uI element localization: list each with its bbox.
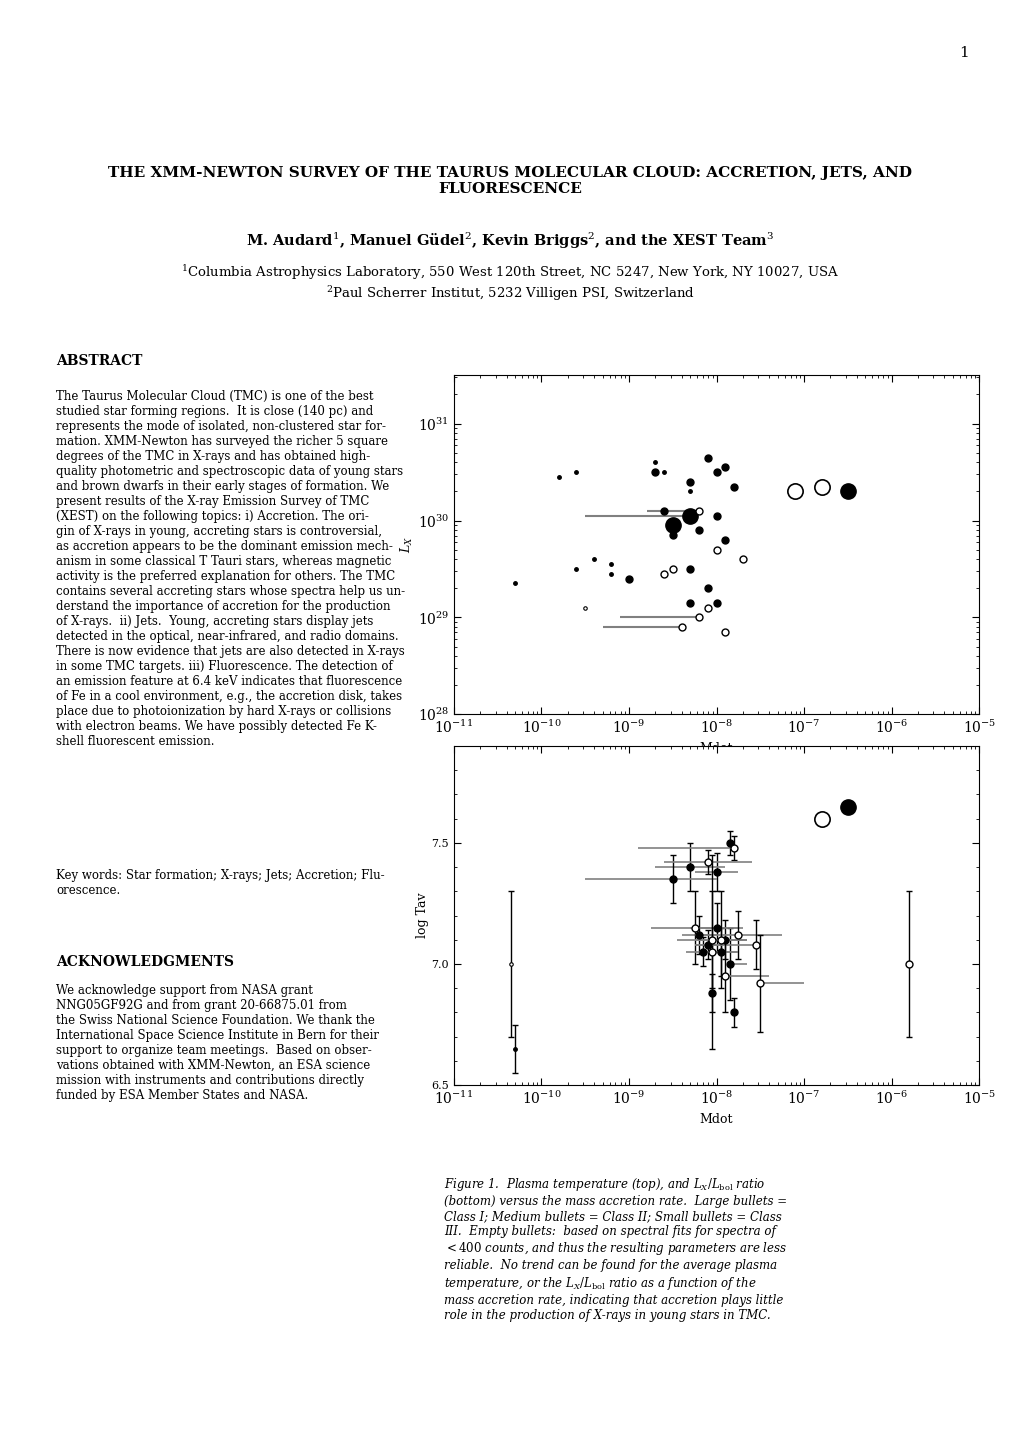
- Text: ACKNOWLEDGMENTS: ACKNOWLEDGMENTS: [56, 955, 234, 970]
- Text: ABSTRACT: ABSTRACT: [56, 354, 143, 368]
- Text: We acknowledge support from NASA grant
NNG05GF92G and from grant 20-66875.01 fro: We acknowledge support from NASA grant N…: [56, 984, 379, 1102]
- Text: THE XMM-NEWTON SURVEY OF THE TAURUS MOLECULAR CLOUD: ACCRETION, JETS, AND
FLUORE: THE XMM-NEWTON SURVEY OF THE TAURUS MOLE…: [108, 166, 911, 196]
- X-axis label: Mdot: Mdot: [699, 1113, 733, 1126]
- Text: $^2$Paul Scherrer Institut, 5232 Villigen PSI, Switzerland: $^2$Paul Scherrer Institut, 5232 Villige…: [325, 284, 694, 303]
- Y-axis label: log Tav: log Tav: [415, 893, 428, 938]
- Text: M. Audard$^1$, Manuel Güdel$^2$, Kevin Briggs$^2$, and the XEST Team$^3$: M. Audard$^1$, Manuel Güdel$^2$, Kevin B…: [246, 231, 773, 251]
- Y-axis label: $L_X$: $L_X$: [398, 537, 415, 553]
- Text: $^1$Columbia Astrophysics Laboratory, 550 West 120th Street, NC 5247, New York, : $^1$Columbia Astrophysics Laboratory, 55…: [180, 263, 839, 281]
- Text: 1: 1: [958, 46, 968, 61]
- Text: The Taurus Molecular Cloud (TMC) is one of the best
studied star forming regions: The Taurus Molecular Cloud (TMC) is one …: [56, 390, 405, 747]
- Text: Key words: Star formation; X-rays; Jets; Accretion; Flu-
orescence.: Key words: Star formation; X-rays; Jets;…: [56, 869, 384, 896]
- Text: Figure 1.  Plasma temperature (top), and $L_X/L_{\rm bol}$ ratio
(bottom) versus: Figure 1. Plasma temperature (top), and …: [443, 1176, 786, 1322]
- X-axis label: Mdot: Mdot: [699, 742, 733, 755]
